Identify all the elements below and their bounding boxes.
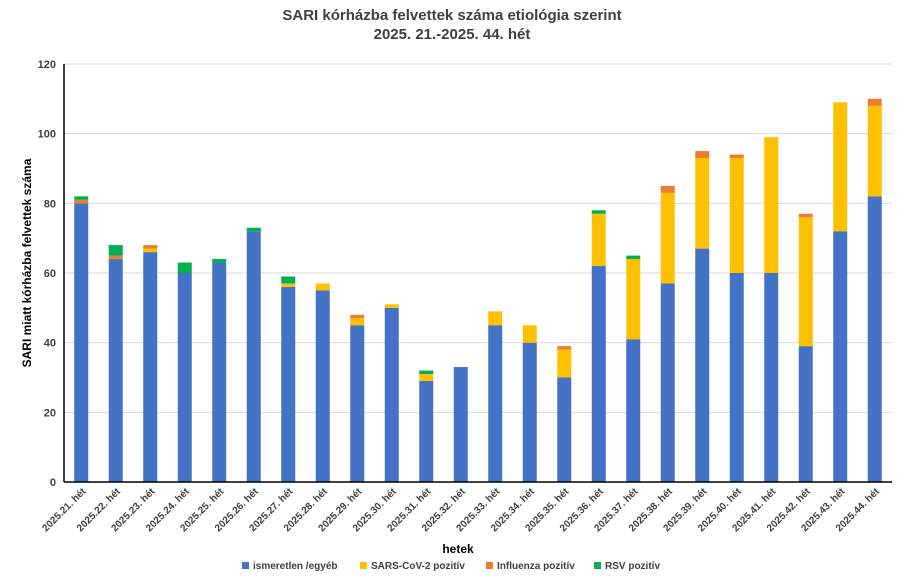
legend-swatch: [242, 562, 249, 569]
bar-segment: [212, 262, 227, 482]
bar-segment: [764, 273, 779, 482]
bar-segment: [557, 346, 572, 350]
bar-segment: [729, 158, 744, 273]
chart-subtitle: 2025. 21.-2025. 44. hét: [374, 26, 531, 43]
bar-segment: [419, 374, 434, 381]
bar-segment: [660, 283, 675, 482]
bar-segment: [557, 377, 572, 482]
bar-segment: [764, 137, 779, 273]
bar-segment: [626, 255, 641, 260]
bar-segment: [419, 380, 434, 482]
bar-segment: [695, 158, 710, 249]
bar-segment: [729, 154, 744, 159]
bar-segment: [729, 273, 744, 482]
bar-segment: [143, 252, 158, 482]
legend-label: ismeretlen /egyéb: [253, 561, 337, 572]
legend-swatch: [594, 562, 601, 569]
bar-segment: [591, 213, 606, 267]
bar-segment: [798, 346, 813, 482]
bar-segment: [626, 259, 641, 340]
bar-segment: [74, 203, 89, 483]
bar-segment: [108, 255, 123, 260]
y-tick-label: 0: [50, 477, 56, 489]
bar-segment: [281, 283, 296, 287]
bar-segment: [350, 325, 365, 482]
y-tick-label: 80: [44, 198, 56, 210]
bar-segment: [591, 210, 606, 214]
bar-segment: [626, 339, 641, 482]
y-tick-label: 40: [44, 338, 56, 350]
bar-segment: [419, 370, 434, 375]
bar-segment: [281, 276, 296, 284]
bar-segment: [143, 245, 158, 249]
bar-segment: [867, 196, 882, 482]
bar-segment: [74, 196, 89, 200]
bar-segment: [315, 283, 330, 291]
y-tick-label: 20: [44, 407, 56, 419]
grid-lines: [64, 63, 892, 413]
bar-segment: [384, 307, 399, 482]
bar-segment: [246, 227, 261, 232]
bar-segment: [108, 259, 123, 482]
bar-segment: [798, 213, 813, 218]
legend-swatch: [486, 562, 493, 569]
bars: [74, 98, 882, 483]
bar-segment: [522, 325, 537, 343]
x-axis-label: hetek: [442, 542, 474, 556]
bar-segment: [350, 314, 365, 319]
bar-segment: [833, 231, 848, 482]
bar-segment: [143, 248, 158, 253]
bar-segment: [177, 262, 192, 273]
y-tick-label: 120: [38, 59, 56, 71]
bar-segment: [74, 199, 89, 204]
bar-segment: [488, 325, 503, 482]
bar-segment: [660, 192, 675, 284]
bar-segment: [867, 98, 882, 106]
bar-segment: [833, 102, 848, 232]
y-axis-label: SARI miatt kórházba felvettek száma: [20, 158, 34, 367]
bar-segment: [591, 266, 606, 482]
bar-segment: [108, 245, 123, 256]
bar-segment: [315, 290, 330, 482]
legend-label: Influenza pozitív: [497, 561, 575, 572]
bar-segment: [177, 273, 192, 482]
bar-segment: [350, 318, 365, 326]
bar-segment: [522, 342, 537, 482]
bar-segment: [212, 259, 227, 263]
legend: ismeretlen /egyéb SARS-CoV-2 pozitív Influ…: [242, 561, 660, 572]
bar-segment: [246, 231, 261, 482]
bar-segment: [867, 105, 882, 197]
bar-segment: [557, 349, 572, 378]
bar-segment: [281, 286, 296, 482]
legend-label: RSV pozitív: [605, 561, 660, 572]
bar-segment: [660, 185, 675, 193]
y-tick-label: 60: [44, 268, 56, 280]
bar-segment: [695, 248, 710, 482]
bar-segment: [798, 217, 813, 347]
y-tick-label: 100: [38, 129, 56, 141]
chart-title: SARI kórházba felvettek száma etiológia …: [282, 7, 621, 24]
bar-segment: [384, 304, 399, 308]
legend-swatch: [360, 562, 367, 569]
legend-label: SARS-CoV-2 pozitív: [371, 561, 465, 572]
bar-segment: [695, 151, 710, 159]
bar-segment: [488, 311, 503, 326]
bar-segment: [453, 367, 468, 482]
